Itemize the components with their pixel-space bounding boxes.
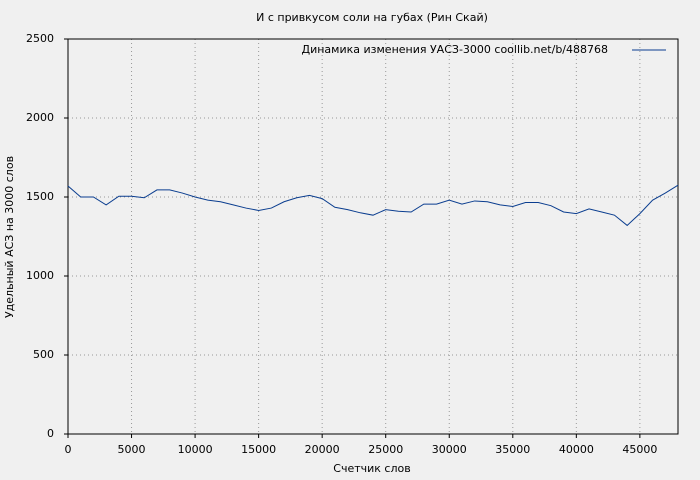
x-tick-label: 40000	[559, 443, 594, 456]
y-tick-label: 0	[47, 427, 54, 440]
chart-title: И с привкусом соли на губах (Рин Скай)	[256, 11, 488, 24]
plot-frame	[67, 38, 679, 435]
y-tick-label: 1500	[26, 190, 54, 203]
x-tick-label: 30000	[432, 443, 467, 456]
x-tick-label: 5000	[118, 443, 146, 456]
y-tick-label: 2500	[26, 32, 54, 45]
y-axis-label: Удельный АСЗ на 3000 слов	[3, 156, 16, 318]
x-tick-label: 15000	[241, 443, 276, 456]
y-tick-label: 1000	[26, 269, 54, 282]
legend-label: Динамика изменения УАСЗ-3000 coollib.net…	[302, 43, 609, 56]
x-tick-label: 0	[65, 443, 72, 456]
x-tick-label: 20000	[305, 443, 340, 456]
x-axis-label: Счетчик слов	[333, 462, 410, 475]
x-tick-label: 45000	[622, 443, 657, 456]
y-tick-label: 2000	[26, 111, 54, 124]
x-tick-label: 25000	[368, 443, 403, 456]
y-tick-label: 500	[33, 348, 54, 361]
data-line	[67, 184, 679, 227]
x-tick-label: 10000	[178, 443, 213, 456]
x-tick-label: 35000	[495, 443, 530, 456]
plot-area	[68, 39, 678, 434]
